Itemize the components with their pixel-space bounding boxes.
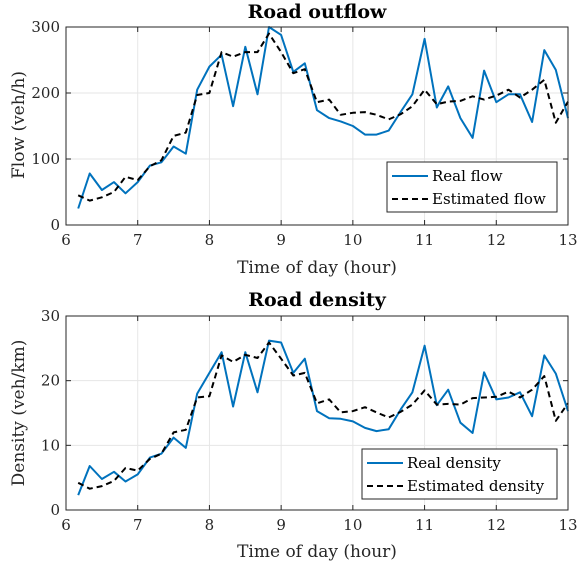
outflow-xtick-label: 10 xyxy=(343,231,362,249)
outflow-ytick-label: 0 xyxy=(50,216,60,234)
density-xtick-label: 13 xyxy=(558,516,577,534)
density-xtick-label: 11 xyxy=(415,516,434,534)
outflow-legend-box xyxy=(386,161,558,213)
outflow-ytick-label: 100 xyxy=(31,150,60,168)
density-chart: Road density 6 7 8 9 10 11 12 13 0 10 20 30 Time of… xyxy=(9,289,578,562)
outflow-legend: Real flow Estimated flow xyxy=(386,161,558,213)
density-xtick-label: 9 xyxy=(276,516,286,534)
outflow-series-estimated-line xyxy=(77,32,569,202)
outflow-title: Road outflow xyxy=(248,1,387,23)
outflow-xlabel: Time of day (hour) xyxy=(237,258,397,278)
outflow-xtick-label: 8 xyxy=(205,231,215,249)
outflow-ticks: 6 7 8 9 10 11 12 13 0 100 200 300 xyxy=(31,18,577,249)
outflow-xtick-label: 12 xyxy=(487,231,506,249)
density-axes-box xyxy=(65,315,569,511)
density-legend: Real density Estimated density xyxy=(361,448,558,500)
outflow-series-real-line xyxy=(77,26,569,209)
density-xtick-label: 6 xyxy=(61,516,71,534)
density-xtick-label: 10 xyxy=(343,516,362,534)
density-ticks: 6 7 8 9 10 11 12 13 0 10 20 30 xyxy=(41,307,578,534)
density-xtick-label: 12 xyxy=(487,516,506,534)
density-legend-estimated: Estimated density xyxy=(407,477,545,495)
outflow-xtick-label: 9 xyxy=(276,231,286,249)
outflow-xtick-label: 11 xyxy=(415,231,434,249)
outflow-xtick-label: 7 xyxy=(133,231,143,249)
outflow-axes-box xyxy=(65,26,569,226)
density-series xyxy=(77,339,569,496)
density-legend-real: Real density xyxy=(407,454,501,472)
density-series-estimated-line xyxy=(77,341,569,490)
density-legend-box xyxy=(361,448,558,500)
outflow-legend-real: Real flow xyxy=(432,167,503,185)
outflow-ytick-label: 300 xyxy=(31,18,60,36)
density-xtick-label: 8 xyxy=(205,516,215,534)
density-ylabel: Density (veh/km) xyxy=(9,340,29,487)
density-xtick-label: 7 xyxy=(133,516,143,534)
outflow-xtick-label: 13 xyxy=(558,231,577,249)
density-ytick-label: 0 xyxy=(50,501,60,519)
outflow-ytick-label: 200 xyxy=(31,84,60,102)
density-ytick-label: 10 xyxy=(41,436,60,454)
outflow-chart: Road outflow 6 7 8 9 10 11 12 13 0 100 200 300 Time… xyxy=(9,1,578,278)
outflow-ylabel: Flow (veh/h) xyxy=(9,71,29,179)
density-xlabel: Time of day (hour) xyxy=(237,542,397,562)
outflow-legend-estimated: Estimated flow xyxy=(432,190,546,208)
outflow-series xyxy=(77,26,569,209)
density-title: Road density xyxy=(248,289,387,311)
density-ytick-label: 20 xyxy=(41,372,60,390)
outflow-xtick-label: 6 xyxy=(61,231,71,249)
density-ytick-label: 30 xyxy=(41,307,60,325)
